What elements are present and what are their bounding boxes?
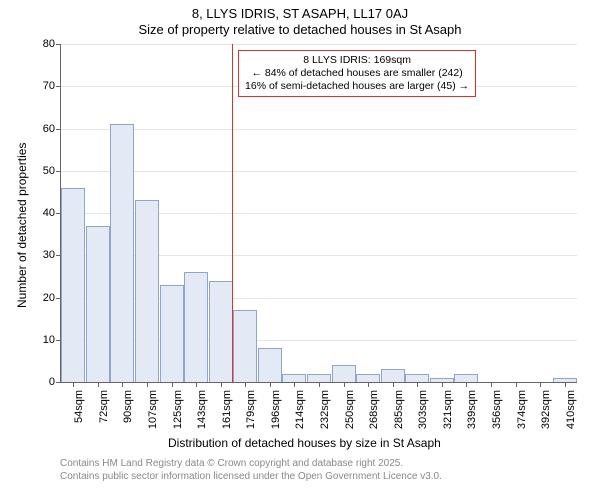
xtick-label: 339sqm — [466, 390, 478, 429]
xtick-mark — [122, 382, 123, 387]
xtick-label: 321sqm — [442, 390, 454, 429]
histogram-bar — [332, 365, 356, 382]
x-axis-label: Distribution of detached houses by size … — [168, 436, 441, 450]
annotation-line: ← 84% of detached houses are smaller (24… — [245, 67, 469, 80]
histogram-bar — [356, 374, 380, 382]
histogram-bar — [61, 188, 85, 382]
gridline — [61, 44, 577, 45]
xtick-mark — [196, 382, 197, 387]
ytick-mark — [56, 44, 61, 45]
histogram-bar — [86, 226, 110, 382]
gridline — [61, 171, 577, 172]
xtick-label: 161sqm — [221, 390, 233, 429]
plot-area: 0102030405060708054sqm72sqm90sqm107sqm12… — [60, 44, 577, 383]
histogram-bar — [381, 369, 405, 382]
xtick-mark — [516, 382, 517, 387]
title-subtitle: Size of property relative to detached ho… — [0, 21, 600, 37]
footer-line1: Contains HM Land Registry data © Crown c… — [60, 458, 442, 471]
xtick-mark — [466, 382, 467, 387]
annotation-box: 8 LLYS IDRIS: 169sqm← 84% of detached ho… — [238, 50, 476, 97]
histogram-bar — [454, 374, 478, 382]
histogram-bar — [209, 281, 233, 382]
title-address: 8, LLYS IDRIS, ST ASAPH, LL17 0AJ — [0, 0, 600, 21]
annotation-line: 8 LLYS IDRIS: 169sqm — [245, 54, 469, 67]
xtick-mark — [368, 382, 369, 387]
histogram-bar — [184, 272, 208, 382]
ytick-label: 70 — [43, 80, 55, 92]
xtick-label: 125sqm — [172, 390, 184, 429]
histogram-bar — [282, 374, 306, 382]
xtick-mark — [491, 382, 492, 387]
xtick-label: 303sqm — [417, 390, 429, 429]
ytick-label: 40 — [43, 207, 55, 219]
xtick-label: 356sqm — [491, 390, 503, 429]
xtick-mark — [319, 382, 320, 387]
xtick-label: 268sqm — [368, 390, 380, 429]
ytick-label: 30 — [43, 249, 55, 261]
xtick-label: 410sqm — [565, 390, 577, 429]
xtick-label: 214sqm — [294, 390, 306, 429]
ytick-label: 20 — [43, 292, 55, 304]
ytick-label: 50 — [43, 165, 55, 177]
ytick-label: 10 — [43, 334, 55, 346]
ytick-label: 80 — [43, 38, 55, 50]
ytick-mark — [56, 129, 61, 130]
xtick-label: 232sqm — [319, 390, 331, 429]
xtick-label: 72sqm — [98, 390, 110, 423]
annotation-line: 16% of semi-detached houses are larger (… — [245, 80, 469, 93]
xtick-label: 285sqm — [393, 390, 405, 429]
ytick-mark — [56, 382, 61, 383]
histogram-bar — [233, 310, 257, 382]
histogram-bar — [405, 374, 429, 382]
xtick-label: 107sqm — [147, 390, 159, 429]
ytick-mark — [56, 171, 61, 172]
gridline — [61, 129, 577, 130]
ytick-label: 60 — [43, 123, 55, 135]
xtick-mark — [221, 382, 222, 387]
histogram-bar — [110, 124, 134, 382]
ytick-label: 0 — [49, 376, 55, 388]
xtick-mark — [270, 382, 271, 387]
footer-attribution: Contains HM Land Registry data © Crown c… — [60, 458, 442, 483]
xtick-mark — [442, 382, 443, 387]
xtick-mark — [344, 382, 345, 387]
xtick-label: 143sqm — [196, 390, 208, 429]
histogram-bar — [135, 200, 159, 382]
histogram-bar — [307, 374, 331, 382]
histogram-bar — [160, 285, 184, 382]
xtick-label: 250sqm — [344, 390, 356, 429]
xtick-mark — [565, 382, 566, 387]
xtick-mark — [417, 382, 418, 387]
xtick-label: 196sqm — [270, 390, 282, 429]
xtick-label: 54sqm — [73, 390, 85, 423]
histogram-bar — [258, 348, 282, 382]
xtick-mark — [73, 382, 74, 387]
xtick-label: 374sqm — [516, 390, 528, 429]
y-axis-label: Number of detached properties — [15, 143, 29, 308]
chart-container: 8, LLYS IDRIS, ST ASAPH, LL17 0AJ Size o… — [0, 0, 600, 500]
xtick-mark — [147, 382, 148, 387]
xtick-label: 90sqm — [122, 390, 134, 423]
xtick-mark — [393, 382, 394, 387]
xtick-mark — [172, 382, 173, 387]
xtick-label: 179sqm — [245, 390, 257, 429]
xtick-mark — [294, 382, 295, 387]
xtick-mark — [245, 382, 246, 387]
xtick-mark — [98, 382, 99, 387]
xtick-label: 392sqm — [540, 390, 552, 429]
ytick-mark — [56, 86, 61, 87]
footer-line2: Contains public sector information licen… — [60, 471, 442, 484]
xtick-mark — [540, 382, 541, 387]
reference-line — [232, 44, 233, 382]
